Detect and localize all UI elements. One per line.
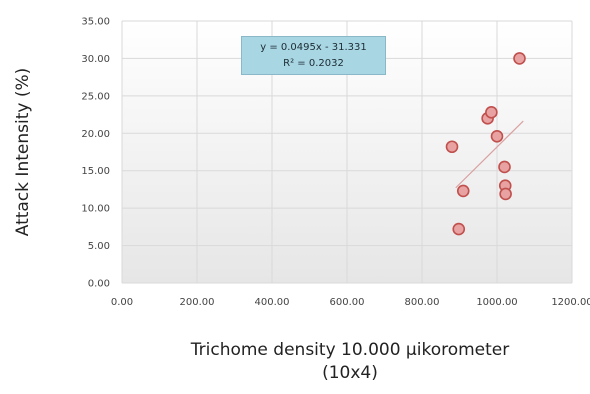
y-tick-label: 0.00: [88, 279, 110, 290]
data-point: [513, 52, 526, 65]
y-axis-label: Attack Intensity (%): [13, 68, 33, 237]
data-point: [452, 222, 466, 236]
x-tick-label: 200.00: [180, 297, 215, 308]
trendline-equation-box: y = 0.0495x - 31.331 R² = 0.2032: [241, 36, 386, 75]
x-axis-ticks: 0.00 200.00 400.00 600.00 800.00 1000.00 1200.…: [111, 297, 590, 308]
trendline-group: [455, 120, 524, 189]
x-tick-label: 600.00: [330, 297, 365, 308]
y-tick-label: 25.00: [81, 91, 110, 102]
y-axis-ticks: 0.00 5.00 10.00 15.00 20.00 25.00 30.00 35.00: [81, 17, 110, 290]
y-tick-label: 30.00: [81, 54, 110, 65]
x-tick-label: 800.00: [405, 297, 440, 308]
data-point: [445, 140, 459, 154]
data-point: [499, 187, 512, 201]
x-axis-label-line2: (10x4): [322, 363, 378, 383]
data-point: [498, 160, 511, 174]
y-tick-label: 15.00: [81, 166, 110, 177]
trendline-r-squared: R² = 0.2032: [283, 58, 344, 69]
y-tick-label: 35.00: [81, 17, 110, 28]
y-tick-label: 20.00: [81, 129, 110, 140]
data-point: [485, 106, 498, 119]
data-points: [445, 52, 526, 236]
trendline: [455, 120, 524, 189]
x-axis-label-line1: Trichome density 10.000 µikorometer: [190, 340, 510, 360]
data-point: [490, 129, 504, 143]
x-tick-label: 1000.00: [476, 297, 517, 308]
gridlines: [121, 20, 573, 284]
x-tick-label: 1200.00: [551, 297, 590, 308]
x-tick-label: 400.00: [255, 297, 290, 308]
trendline-equation: y = 0.0495x - 31.331: [260, 42, 367, 53]
y-tick-label: 5.00: [88, 241, 110, 252]
x-tick-label: 0.00: [111, 297, 133, 308]
data-point: [456, 184, 470, 198]
y-tick-label: 10.00: [81, 204, 110, 215]
